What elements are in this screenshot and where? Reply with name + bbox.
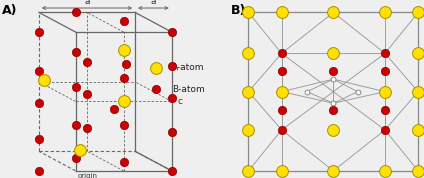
Text: origin: origin bbox=[78, 173, 98, 178]
Text: A-atom: A-atom bbox=[172, 63, 204, 72]
Text: c: c bbox=[178, 97, 182, 106]
Text: A): A) bbox=[2, 4, 18, 17]
Text: a: a bbox=[151, 0, 156, 6]
Text: B-atom: B-atom bbox=[172, 85, 204, 93]
Text: a: a bbox=[84, 0, 90, 6]
Text: B): B) bbox=[231, 4, 246, 17]
